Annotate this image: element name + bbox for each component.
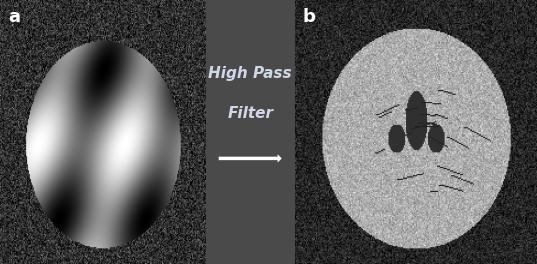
Text: a: a — [8, 8, 20, 26]
Text: b: b — [303, 8, 315, 26]
Text: Filter: Filter — [227, 106, 273, 121]
Text: High Pass: High Pass — [208, 67, 292, 81]
